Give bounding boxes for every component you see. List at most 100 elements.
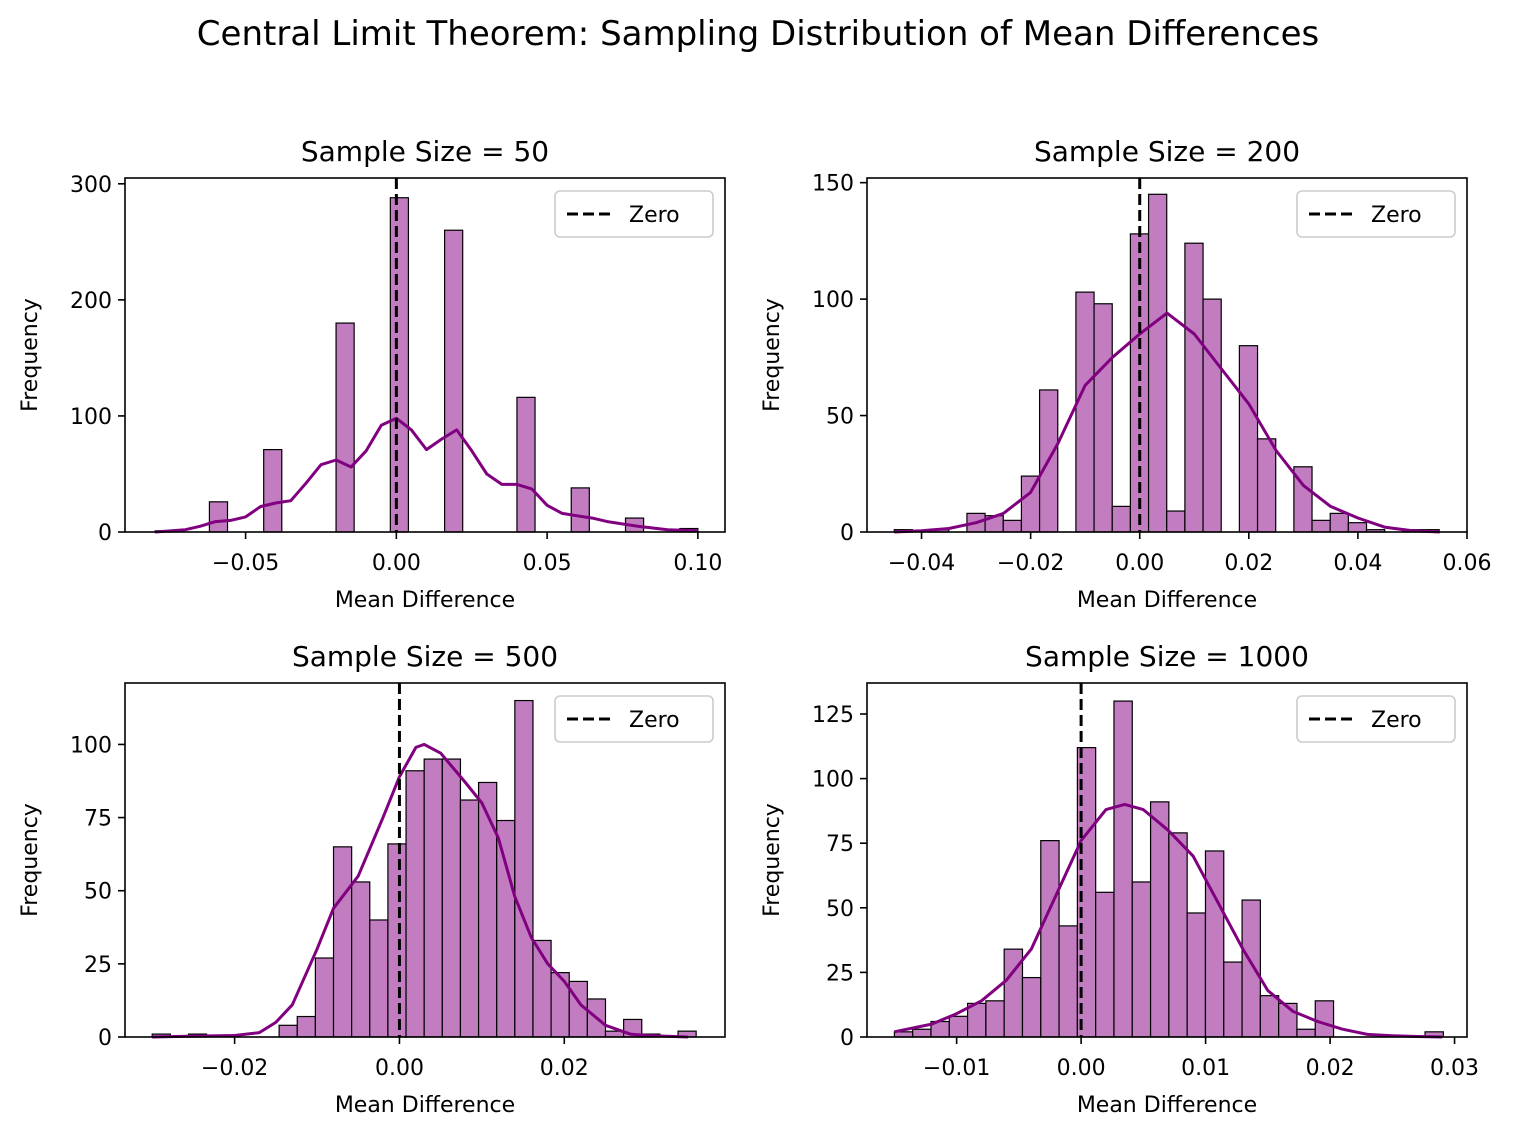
x-tick-label: −0.05: [212, 551, 279, 576]
histogram-bar: [1204, 850, 1225, 1038]
subplot-title: Sample Size = 1000: [1025, 640, 1309, 673]
y-tick-label: 100: [812, 288, 854, 313]
histogram-bar: [1259, 995, 1280, 1038]
figure-title: Central Limit Theorem: Sampling Distribu…: [196, 14, 1320, 54]
subplot-2: −0.04 −0.02 0.00 0.02 0.04 0.06 0 50 100 150 Sampl…: [760, 135, 1491, 613]
legend-label: Zero: [629, 203, 680, 228]
legend-label: Zero: [1371, 203, 1422, 228]
x-tick-label: 0.00: [372, 551, 421, 576]
histogram-bar: [1075, 291, 1095, 533]
histogram-bar: [1131, 881, 1152, 1038]
y-tick-label: 50: [826, 405, 854, 430]
y-tick-label: 50: [826, 897, 854, 922]
x-tick-label: −0.01: [923, 1056, 990, 1081]
histogram-bar: [1311, 519, 1331, 533]
subplot-4: −0.01 0.00 0.01 0.02 0.03 0 25 50 75 100 125 Sample…: [760, 640, 1479, 1118]
subplot-title: Sample Size = 500: [292, 640, 558, 673]
histogram-bar: [496, 819, 516, 1038]
x-tick-label: −0.02: [201, 1056, 268, 1081]
y-tick-label: 75: [826, 832, 854, 857]
histogram-bar: [912, 1028, 932, 1038]
x-tick-label: 0.02: [1224, 551, 1273, 576]
y-tick-label: 100: [70, 405, 112, 430]
x-tick-label: 0.02: [540, 1056, 589, 1081]
x-axis-label: Mean Difference: [335, 1093, 515, 1118]
histogram-bar: [1202, 298, 1222, 533]
histogram-bar: [1113, 700, 1133, 1038]
y-tick-label: 150: [812, 172, 854, 197]
subplot-title: Sample Size = 200: [1034, 135, 1300, 168]
y-tick-label: 0: [98, 1026, 112, 1051]
legend: Zero: [554, 695, 714, 743]
histogram-bar: [1256, 438, 1277, 533]
histogram-bar: [278, 1024, 298, 1038]
legend-label: Zero: [629, 708, 680, 733]
histogram-bar: [514, 699, 534, 1038]
y-tick-label: 25: [84, 953, 112, 978]
histogram-bar: [263, 448, 283, 533]
histogram-bar: [1166, 510, 1186, 533]
histogram-bar: [387, 843, 407, 1038]
legend: Zero: [1296, 190, 1456, 238]
y-tick-label: 25: [826, 961, 854, 986]
histogram-bar: [1184, 242, 1204, 533]
x-axis-label: Mean Difference: [335, 588, 515, 613]
x-tick-label: 0.00: [375, 1056, 424, 1081]
y-tick-label: 125: [812, 703, 854, 728]
histogram-bar: [1040, 840, 1060, 1038]
x-tick-label: 0.05: [523, 551, 572, 576]
x-axis-label: Mean Difference: [1077, 588, 1257, 613]
y-tick-label: 75: [84, 807, 112, 832]
histogram-bar: [441, 758, 462, 1038]
histogram-bar: [1002, 519, 1023, 533]
x-tick-label: 0.10: [673, 551, 722, 576]
kde-curve: [155, 416, 698, 534]
histogram-bar: [1186, 912, 1207, 1038]
histogram-bar: [1147, 193, 1168, 533]
legend-box: [554, 190, 714, 238]
axes-frame: [866, 682, 1468, 1038]
y-tick-label: 0: [840, 1026, 854, 1051]
y-axis-label: Frequency: [760, 803, 785, 917]
kde-curve: [894, 311, 1440, 534]
y-tick-label: 0: [840, 521, 854, 546]
kde-curve: [152, 742, 688, 1039]
histogram-bar: [1314, 1000, 1335, 1038]
axes-frame: [124, 177, 726, 533]
legend: Zero: [1296, 695, 1456, 743]
axes-frame: [124, 682, 726, 1038]
histogram-bar: [985, 1000, 1005, 1038]
legend-box: [554, 695, 714, 743]
histogram-bar: [389, 197, 410, 533]
histogram-bar: [1223, 961, 1243, 1038]
histogram-bar: [1111, 505, 1131, 533]
histogram-bar: [1058, 925, 1078, 1038]
y-tick-label: 300: [70, 173, 112, 198]
x-tick-label: 0.06: [1443, 551, 1492, 576]
histogram-bar: [208, 501, 229, 533]
histogram-bar: [335, 322, 355, 533]
x-tick-label: 0.04: [1333, 551, 1382, 576]
histogram-bar: [516, 396, 536, 533]
x-tick-label: 0.02: [1306, 1056, 1355, 1081]
histogram-bar: [369, 919, 389, 1038]
y-axis-label: Frequency: [760, 298, 785, 412]
histogram-bar: [443, 229, 464, 533]
x-tick-label: −0.04: [888, 551, 955, 576]
histogram-bar: [1238, 345, 1259, 533]
legend-box: [1296, 695, 1456, 743]
histogram-bar: [405, 770, 425, 1038]
histogram-bar: [1296, 1028, 1316, 1038]
histogram-bar: [1329, 512, 1349, 533]
histogram-bar: [423, 758, 443, 1038]
x-tick-label: 0.01: [1181, 1056, 1230, 1081]
x-tick-label: 0.03: [1430, 1056, 1479, 1081]
y-axis-label: Frequency: [18, 298, 43, 412]
axes-frame: [866, 177, 1468, 533]
subplot-3: −0.02 0.00 0.02 0 25 50 75 100 Sample Size = 500…: [18, 640, 726, 1118]
histogram-bar: [314, 957, 335, 1038]
histogram-bar: [1168, 832, 1188, 1038]
histogram-bar: [966, 1002, 987, 1038]
legend-label: Zero: [1371, 708, 1422, 733]
x-tick-label: 0.00: [1115, 551, 1164, 576]
